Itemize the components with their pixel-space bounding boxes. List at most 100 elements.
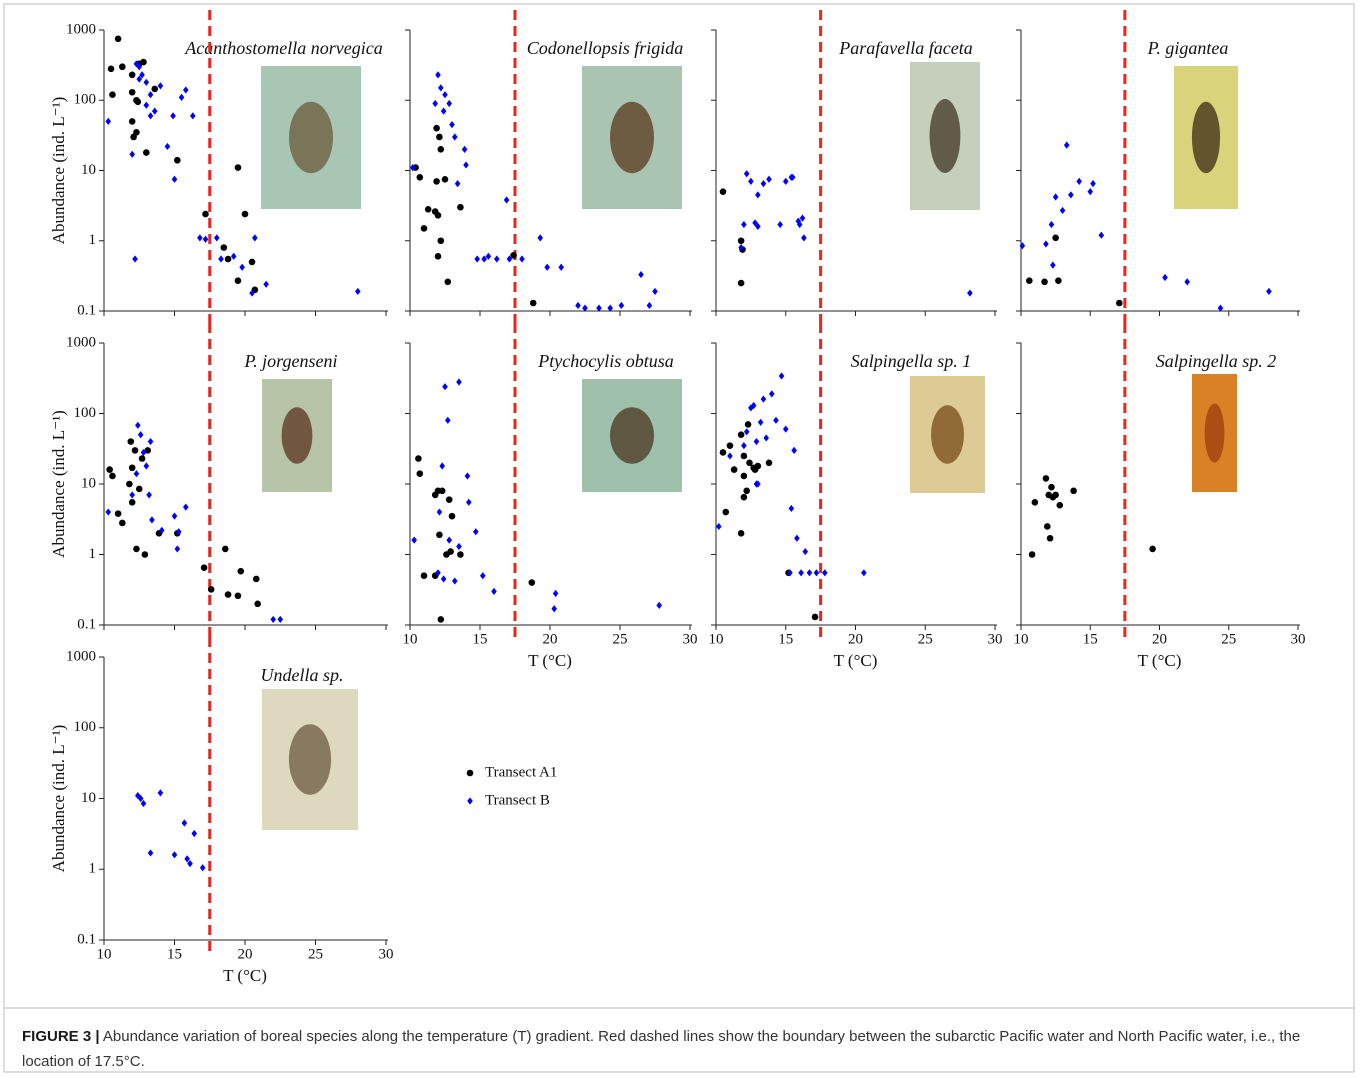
point	[715, 522, 722, 531]
specimen-body	[610, 101, 654, 174]
point	[147, 849, 154, 857]
legend-marker	[467, 797, 473, 805]
point	[119, 519, 126, 527]
point	[137, 431, 144, 439]
x-axis-label: T (°C)	[528, 651, 572, 670]
y-tick-label: 1	[89, 546, 97, 562]
point	[787, 569, 793, 577]
point	[743, 487, 750, 495]
point	[740, 472, 748, 480]
point	[738, 243, 744, 252]
point	[737, 279, 745, 287]
point	[1050, 261, 1056, 269]
panel-title: Salpingella sp. 2	[1156, 351, 1277, 371]
point	[248, 258, 256, 266]
point	[410, 163, 416, 172]
point	[199, 864, 206, 872]
caption: FIGURE 3 | Abundance variation of boreal…	[22, 1024, 1340, 1074]
point	[184, 855, 190, 863]
point	[149, 516, 155, 524]
point	[652, 287, 658, 296]
point	[1019, 242, 1026, 250]
point	[433, 178, 440, 185]
point	[1046, 534, 1054, 542]
point	[234, 592, 242, 600]
point	[1090, 180, 1096, 188]
point	[133, 128, 140, 136]
point	[151, 107, 158, 115]
point	[1044, 523, 1051, 530]
point	[1116, 299, 1123, 307]
point	[791, 446, 797, 454]
point	[464, 472, 471, 480]
point	[138, 455, 146, 462]
point	[1048, 220, 1055, 229]
panel-title: Parafavella faceta	[838, 38, 972, 58]
x-tick-label: 20	[543, 631, 558, 647]
panel-title: Undella sp.	[261, 665, 344, 685]
point	[448, 512, 456, 520]
point	[141, 551, 149, 558]
point	[147, 91, 154, 99]
point	[224, 591, 232, 598]
point	[1043, 240, 1049, 248]
point	[241, 210, 249, 218]
point	[529, 299, 537, 307]
point	[447, 548, 454, 555]
point	[782, 177, 789, 185]
point	[202, 235, 209, 243]
point	[551, 605, 557, 613]
point	[494, 255, 500, 263]
point	[182, 86, 189, 94]
point	[754, 462, 762, 470]
point	[147, 112, 154, 120]
point	[436, 133, 443, 141]
point	[133, 470, 140, 478]
point	[114, 510, 122, 517]
point	[230, 252, 237, 260]
legend-label: Transect B	[485, 792, 550, 808]
y-tick-label: 10	[81, 475, 96, 491]
caption-label: FIGURE 3 |	[22, 1028, 100, 1045]
point	[416, 470, 424, 477]
point	[129, 491, 135, 499]
point	[726, 442, 734, 449]
point	[741, 220, 747, 229]
panel-title: P. gigantea	[1147, 38, 1229, 58]
point	[411, 536, 417, 544]
point	[1068, 191, 1074, 199]
point	[466, 498, 472, 506]
point	[1149, 545, 1156, 553]
x-tick-label: 10	[1014, 631, 1029, 647]
point	[646, 301, 653, 310]
x-axis-label: T (°C)	[1138, 651, 1182, 670]
point	[801, 234, 807, 242]
point	[755, 222, 761, 231]
point	[181, 819, 188, 827]
point	[157, 82, 164, 90]
point	[463, 161, 469, 169]
point	[239, 263, 245, 271]
point	[474, 255, 480, 263]
point	[753, 437, 760, 446]
point	[143, 78, 150, 86]
point	[798, 569, 804, 577]
point	[788, 173, 795, 181]
point	[107, 65, 115, 73]
point	[730, 466, 738, 473]
point	[444, 278, 452, 286]
point	[171, 512, 178, 520]
x-tick-label: 10	[709, 631, 724, 647]
specimen-body	[281, 407, 313, 464]
point	[432, 99, 438, 108]
x-axis-label: T (°C)	[834, 651, 878, 670]
point	[144, 447, 152, 454]
y-tick-label: 1	[89, 861, 97, 877]
x-axis-label: T (°C)	[223, 966, 267, 985]
point	[187, 860, 193, 868]
point	[457, 203, 464, 211]
point	[170, 112, 176, 120]
point	[740, 493, 748, 501]
point	[811, 613, 819, 621]
point	[174, 545, 181, 553]
